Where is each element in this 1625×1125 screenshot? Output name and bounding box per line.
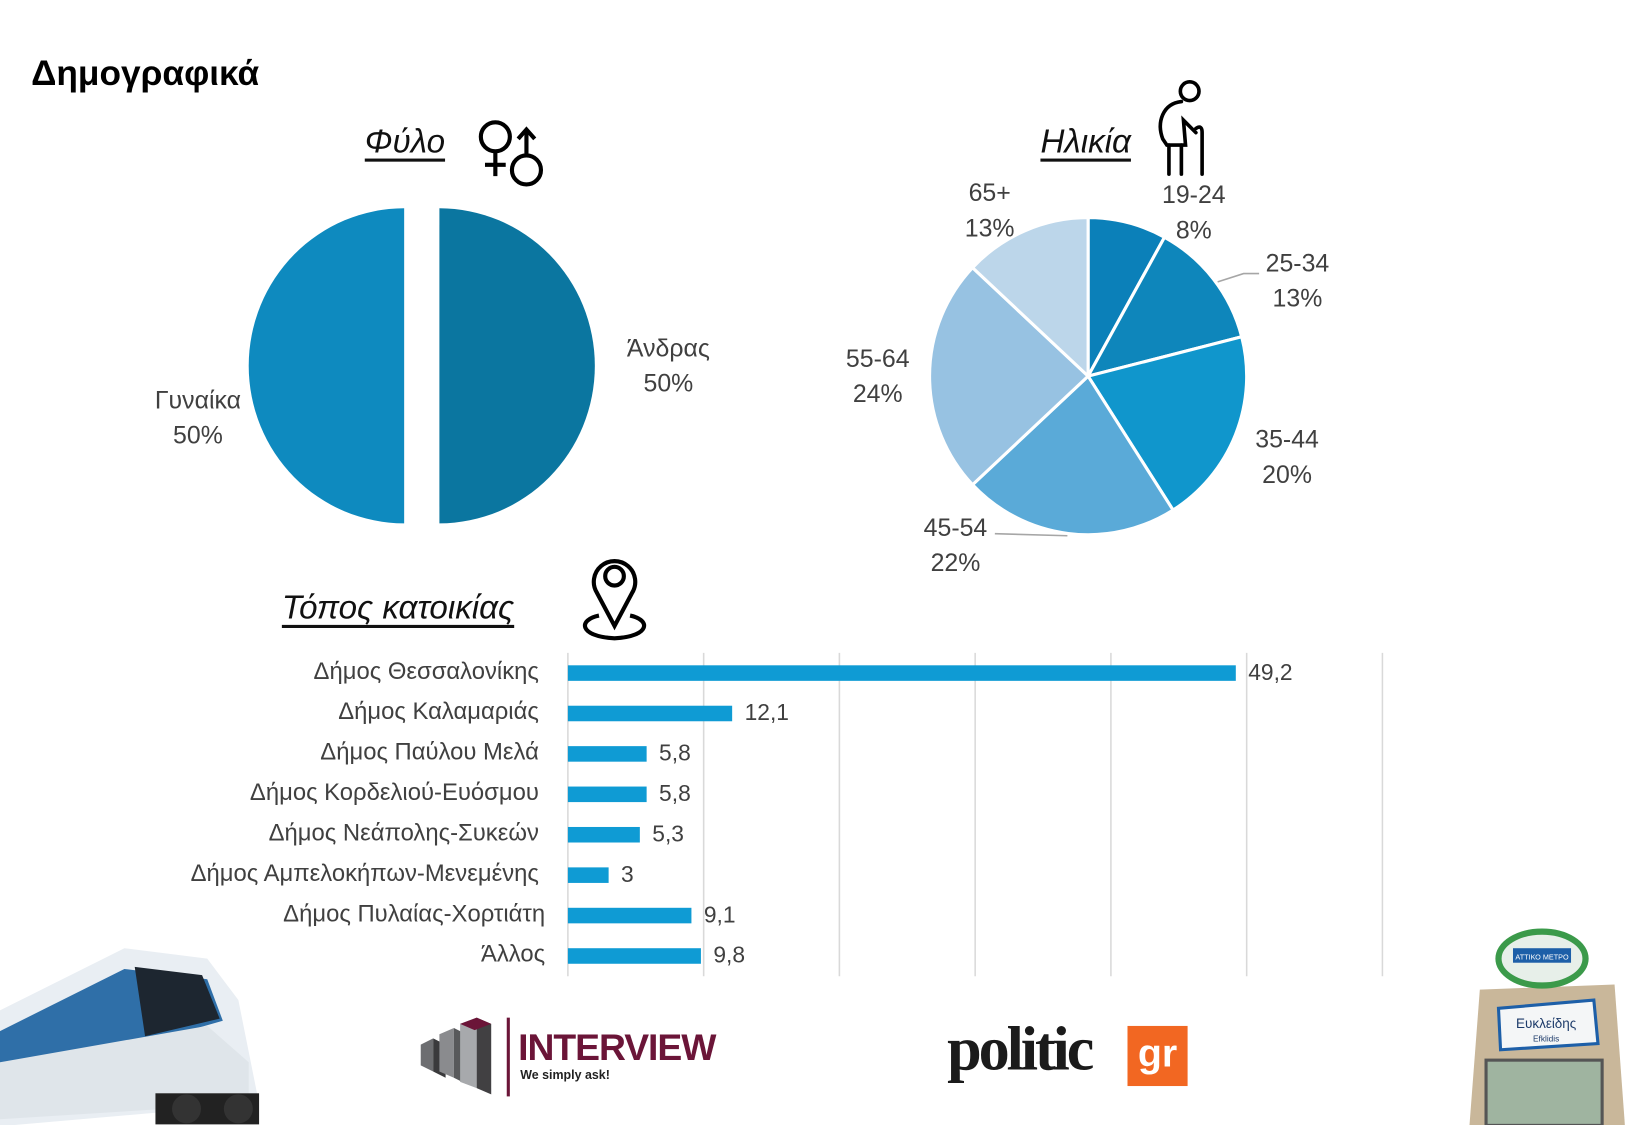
pie-slice-25-34	[1085, 235, 1244, 379]
age-label-value: 24%	[852, 380, 903, 409]
bar-value-label: 3	[621, 861, 634, 888]
bar-category-label: Δήμος Καλαμαριάς	[338, 697, 539, 725]
age-label-name: 55-64	[845, 345, 910, 374]
politic-logo-name: politic	[947, 1014, 1094, 1083]
map-pin-icon	[582, 559, 647, 641]
age-label-value: 13%	[1272, 284, 1323, 313]
age-label-name: 25-34	[1265, 249, 1330, 278]
bar-value-label: 5,8	[659, 739, 691, 766]
bar-category-label: Δήμος Νεάπολης-Συκεών	[268, 818, 539, 846]
label-male: Άνδρας 50%	[606, 332, 730, 402]
pie-slice-female	[248, 208, 405, 524]
age-label-value: 13%	[964, 214, 1015, 243]
age-label-45-54: 45-54 22%	[893, 511, 1017, 581]
bar-category-label: Άλλος	[480, 939, 546, 967]
bar-value-label: 9,1	[703, 901, 736, 928]
page-title: Δημογραφικά	[31, 53, 260, 94]
bar	[567, 665, 1236, 681]
bar-value-label: 9,8	[713, 941, 746, 968]
age-label-name: 65+	[968, 179, 1011, 208]
age-title: Ηλικία	[1040, 122, 1131, 160]
age-label-55-64: 55-64 24%	[816, 342, 940, 412]
bar	[567, 867, 609, 883]
age-label-name: 45-54	[923, 514, 988, 542]
bar-value-label: 49,2	[1248, 659, 1293, 685]
age-label-25-34: 25-34 13%	[1235, 247, 1359, 317]
sign-station-latin: Efklidis	[1533, 1033, 1559, 1043]
bar	[567, 948, 701, 964]
interview-logo-divider	[506, 1017, 510, 1097]
politic-logo-suffix: gr	[1127, 1025, 1188, 1087]
bar	[567, 705, 733, 722]
interview-logo-name: INTERVIEW	[518, 1025, 716, 1069]
bar-category-label: Δήμος Θεσσαλονίκης	[313, 657, 539, 684]
bar-category-label: Δήμος Κορδελιού-Ευόσμου	[249, 778, 539, 806]
bar-value-label: 12,1	[744, 699, 789, 726]
age-label-19-24: 19-24 8%	[1132, 178, 1256, 248]
metro-train-image	[0, 948, 260, 1125]
age-label-name: 35-44	[1255, 425, 1319, 454]
gender-title: Φύλο	[364, 122, 446, 160]
pie-slice-35-44	[1085, 334, 1249, 513]
label-female: Γυναίκα 50%	[137, 383, 259, 453]
bar-category-label: Δήμος Πυλαίας-Χορτιάτη	[283, 899, 546, 927]
label-male-value: 50%	[643, 369, 694, 398]
label-female-value: 50%	[173, 421, 223, 450]
bar-value-label: 5,3	[652, 820, 684, 847]
sign-top-text: ΑΤΤΙΚΟ ΜΕΤΡΟ	[1515, 953, 1569, 962]
pie-slice-male	[439, 208, 595, 524]
elderly-person-icon	[1158, 80, 1204, 176]
bar	[567, 907, 692, 924]
gender-icon	[478, 120, 544, 187]
bar-value-label: 5,8	[659, 780, 691, 807]
label-male-name: Άνδρας	[626, 334, 710, 363]
bar	[567, 826, 640, 843]
age-label-value: 8%	[1175, 216, 1212, 245]
bar-category-label: Δήμος Αμπελοκήπων-Μενεμένης	[190, 859, 539, 887]
bar-category-label: Δήμος Παύλου Μελά	[320, 737, 539, 765]
residence-title: Τόπος κατοικίας	[281, 588, 515, 626]
age-label-name: 19-24	[1161, 181, 1226, 210]
age-label-35-44: 35-44 20%	[1225, 423, 1349, 493]
bar	[567, 786, 647, 803]
age-label-value: 22%	[930, 549, 981, 578]
interview-logo-tagline: We simply ask!	[520, 1067, 610, 1082]
sign-station-name: Ευκλείδης	[1516, 1016, 1577, 1031]
bar	[567, 746, 647, 762]
metro-station-sign-image: ΑΤΤΙΚΟ ΜΕΤΡΟ Ευκλείδης Efklidis	[1448, 927, 1625, 1125]
age-label-65+: 65+ 13%	[927, 176, 1051, 246]
interview-logo-mark	[420, 1017, 492, 1095]
pie-slice-55-64	[928, 265, 1091, 487]
age-label-value: 20%	[1262, 461, 1312, 490]
label-female-name: Γυναίκα	[154, 386, 242, 415]
